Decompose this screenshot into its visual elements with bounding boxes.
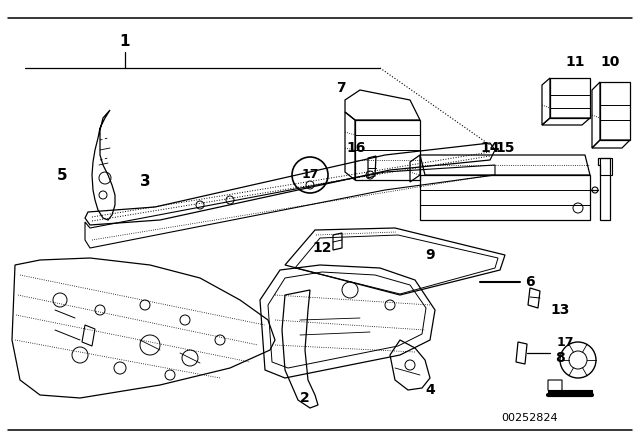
Text: 17: 17: [556, 336, 573, 349]
Text: 7: 7: [336, 81, 346, 95]
Text: 15: 15: [495, 141, 515, 155]
Text: 6: 6: [525, 275, 535, 289]
Text: 3: 3: [140, 175, 150, 190]
Polygon shape: [548, 390, 592, 395]
Text: 5: 5: [57, 168, 67, 182]
Text: 12: 12: [312, 241, 332, 255]
Text: 4: 4: [425, 383, 435, 397]
Text: 8: 8: [555, 351, 565, 365]
Text: 14: 14: [480, 141, 500, 155]
Text: 11: 11: [565, 55, 585, 69]
Text: 13: 13: [550, 303, 570, 317]
Text: 1: 1: [120, 34, 131, 49]
Text: 2: 2: [300, 391, 310, 405]
Text: 9: 9: [425, 248, 435, 262]
Text: 17: 17: [301, 168, 319, 181]
Text: 16: 16: [346, 141, 365, 155]
Text: 10: 10: [600, 55, 620, 69]
Text: 00252824: 00252824: [502, 413, 558, 423]
